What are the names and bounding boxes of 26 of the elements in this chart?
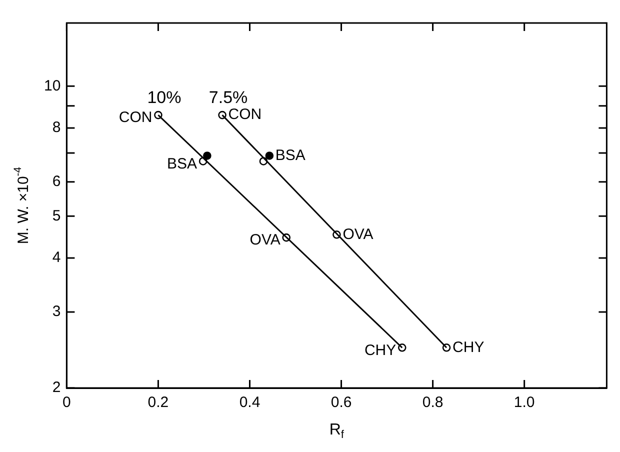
y-tick-label: 6: [52, 173, 61, 190]
y-axis-title: M. W. ×10-4: [12, 166, 32, 244]
y-tick-label: 3: [52, 303, 61, 320]
annotation: CON: [228, 106, 262, 124]
y-tick-label: 10: [44, 77, 61, 94]
y-tick-label: 5: [52, 207, 61, 224]
y-tick-label: 4: [52, 249, 61, 266]
annotation: BSA: [167, 155, 198, 172]
annotation: CON: [118, 109, 152, 126]
x-tick-label: 0.8: [422, 394, 444, 412]
annotation: OVA: [342, 226, 374, 243]
x-tick-label: 1.0: [514, 394, 535, 412]
annotation: CHY: [364, 342, 396, 359]
annotation: CHY: [452, 338, 484, 356]
annotation: BSA: [275, 146, 306, 164]
y-tick-label: 2: [52, 379, 61, 396]
series-label: 7.5%: [208, 88, 248, 108]
x-tick-label: 0: [62, 394, 71, 412]
y-tick-label: 8: [52, 119, 61, 136]
series-label: 10%: [147, 88, 182, 108]
point: [265, 152, 274, 160]
x-tick-label: 0.6: [330, 394, 352, 412]
point: [203, 152, 212, 160]
x-tick-label: 0.2: [148, 394, 169, 412]
x-tick-label: 0.4: [239, 394, 260, 412]
annotation: OVA: [250, 232, 280, 249]
